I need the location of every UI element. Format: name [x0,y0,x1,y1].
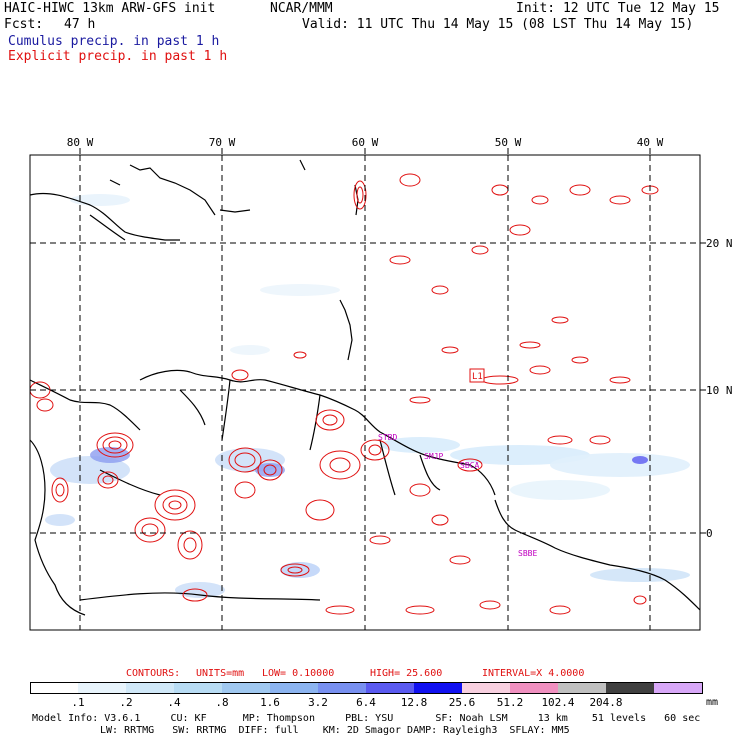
lat-lon-grid [30,155,700,630]
contours-label: CONTOURS: [126,668,181,679]
colorbar-swatch [222,682,271,694]
lon-label-80w: 80 W [67,136,94,149]
colorbar-label: .4 [167,696,181,709]
low-marker-box [469,368,485,383]
map-frame [29,154,701,631]
contours-units: UNITS=mm [196,668,245,679]
colorbar-swatch [558,682,607,694]
colorbar-swatch [366,682,415,694]
lon-label-40w: 40 W [637,136,664,149]
colorbar-swatch [318,682,367,694]
lat-label-0: 0 [706,527,713,540]
colorbar-label: 204.8 [589,696,623,709]
lon-label-70w: 70 W [209,136,236,149]
colorbar-swatch [510,682,559,694]
colorbar-label: 3.2 [308,696,328,709]
colorbar-swatch [174,682,223,694]
colorbar-label: 25.6 [448,696,476,709]
lat-label-20n: 20 N [706,237,733,250]
contours-interval: INTERVAL=X 4.0000 [482,668,585,679]
contours-high: HIGH= 25.600 [370,668,443,679]
colorbar-swatch [270,682,319,694]
colorbar-label: 6.4 [356,696,376,709]
colorbar-swatch [126,682,175,694]
colorbar-swatch [414,682,463,694]
low-marker-label: L1 [472,372,483,382]
colorbar-label: 102.4 [541,696,575,709]
colorbar-label: .1 [71,696,85,709]
coastlines [29,159,701,616]
model-info-line1: Model Info: V3.6.1 CU: KF MP: Thompson P… [32,713,701,724]
axis-ticks [79,148,706,534]
forecast-label: Fcst: [4,17,44,32]
model-info-line2: LW: RRTMG SW: RRTMG DIFF: full KM: 2D Sm… [100,725,570,736]
station-sbca: SBCA [460,461,479,470]
forecast-hours: 47 h [64,17,96,32]
organization-label: NCAR/MMM [270,1,333,16]
colorbar-label: 51.2 [496,696,524,709]
station-stbd: STBD [378,433,397,442]
contours-low: LOW= 0.10000 [262,668,335,679]
legend-cumulus: Cumulus precip. in past 1 h [8,34,220,49]
colorbar-label: .8 [215,696,229,709]
lat-label-10n: 10 N [706,384,733,397]
colorbar-label: .2 [119,696,133,709]
colorbar-swatch [78,682,127,694]
colorbar-label: 1.6 [260,696,280,709]
map-title: HAIC-HIWC 13km ARW-GFS init [4,1,216,16]
colorbar-swatch [30,682,79,694]
station-sbbe: SBBE [518,549,537,558]
colorbar-swatch [606,682,655,694]
colorbar-label: 12.8 [400,696,428,709]
colorbar-unit: mm [706,697,719,708]
init-time: Init: 12 UTC Tue 12 May 15 [516,1,720,16]
colorbar-swatch [462,682,511,694]
lon-label-60w: 60 W [352,136,379,149]
legend-explicit: Explicit precip. in past 1 h [8,49,228,64]
valid-time: Valid: 11 UTC Thu 14 May 15 (08 LST Thu … [302,17,694,32]
explicit-precip-contours [29,173,659,615]
cumulus-precip-areas [45,194,690,598]
precipitation-map: 80 W 70 W 60 W 50 W 40 W 20 N 10 N 0 [29,136,733,631]
station-smjp: SMJP [424,452,443,461]
colorbar-swatch [654,682,703,694]
lon-label-50w: 50 W [495,136,522,149]
